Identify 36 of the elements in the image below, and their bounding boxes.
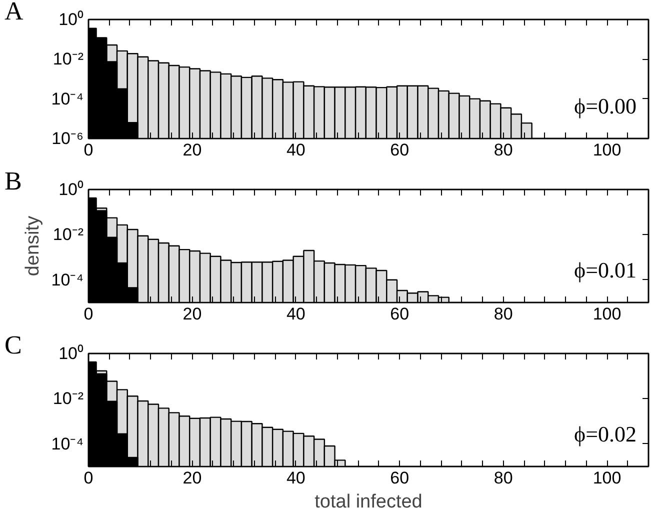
y-tick-label: 10⁰ <box>58 10 84 29</box>
y-tick-label: 10⁰ <box>58 180 84 199</box>
x-tick-label: 80 <box>494 304 513 324</box>
y-tick-label: 10⁻² <box>52 50 84 69</box>
annotation: ϕ=0.00 <box>574 94 637 118</box>
chart-title: A <box>4 0 24 26</box>
y-tick-label: 10⁻⁶ <box>52 129 84 148</box>
y-tick-label: 10⁻⁴ <box>51 89 84 108</box>
y-axis-title: density <box>22 215 44 276</box>
x-tick-label: 0 <box>84 468 94 488</box>
chart-title: C <box>4 330 22 360</box>
x-tick-label: 20 <box>182 468 202 488</box>
x-tick-label: 80 <box>494 468 513 488</box>
x-tick-label: 0 <box>84 140 94 160</box>
y-tick-label: 10⁻⁴ <box>51 434 84 454</box>
x-tick-label: 60 <box>390 468 410 488</box>
x-tick-label: 20 <box>182 304 202 324</box>
y-tick-label: 10⁻² <box>52 225 84 244</box>
x-tick-label: 0 <box>84 304 94 324</box>
y-tick-label: 10⁻⁴ <box>51 270 84 290</box>
x-tick-label: 40 <box>286 468 306 488</box>
x-tick-label: 100 <box>592 304 622 324</box>
y-tick-label: 10⁻² <box>52 389 84 408</box>
chart-title: B <box>4 166 22 196</box>
annotation: ϕ=0.02 <box>574 422 637 446</box>
x-tick-label: 40 <box>286 140 306 160</box>
x-tick-label: 100 <box>592 468 622 488</box>
x-tick-label: 80 <box>494 140 513 160</box>
x-tick-label: 40 <box>286 304 306 324</box>
annotation: ϕ=0.01 <box>574 258 637 282</box>
x-tick-label: 20 <box>182 140 202 160</box>
x-tick-label: 60 <box>390 140 410 160</box>
x-tick-label: 100 <box>592 140 622 160</box>
y-tick-label: 10⁰ <box>58 344 84 363</box>
x-tick-label: 60 <box>390 304 410 324</box>
x-axis-title: total infected <box>314 492 422 512</box>
